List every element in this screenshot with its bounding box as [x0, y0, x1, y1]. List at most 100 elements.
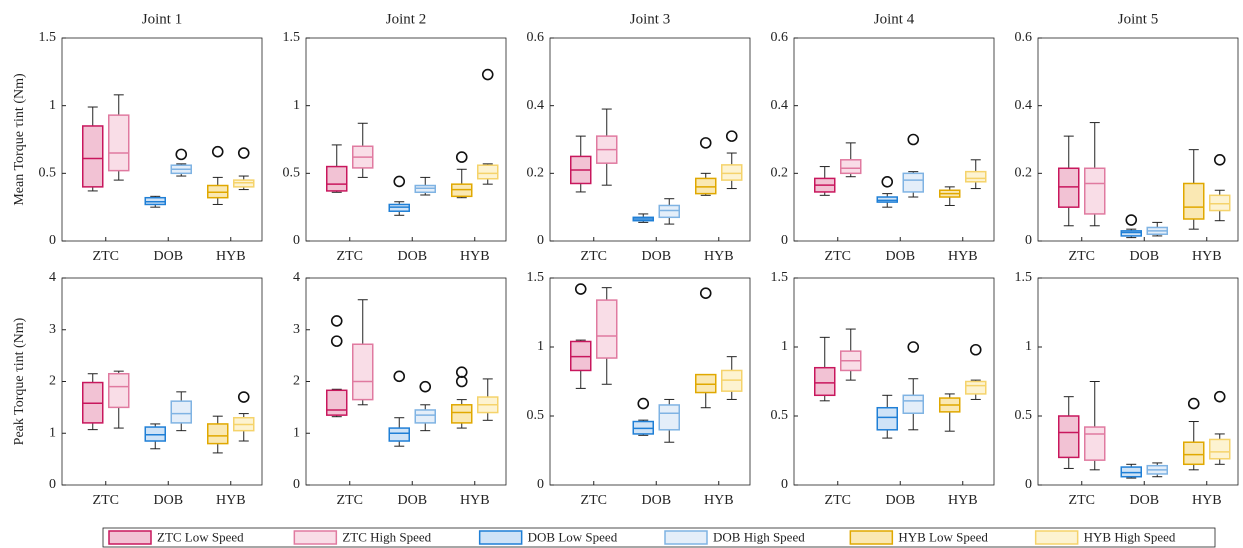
- x-tick-label: ZTC: [581, 249, 607, 264]
- axes-frame: [549, 277, 751, 486]
- outlier: [725, 130, 738, 142]
- panel-title: Joint 4: [874, 11, 915, 27]
- box: [876, 196, 898, 203]
- x-tick-label: HYB: [460, 493, 490, 508]
- y-tick-label: 0.4: [1015, 98, 1033, 113]
- x-tick-label: DOB: [885, 249, 915, 264]
- x-tick-label: DOB: [1129, 493, 1159, 508]
- legend-swatch: [849, 530, 894, 545]
- box: [326, 389, 348, 416]
- outlier: [393, 370, 406, 383]
- y-tick-label: 1: [49, 425, 56, 440]
- box: [695, 177, 717, 195]
- x-tick-label: HYB: [948, 249, 978, 264]
- x-tick-label: HYB: [1192, 249, 1222, 264]
- outlier: [175, 148, 188, 161]
- y-tick-label: 0.2: [527, 166, 545, 181]
- box: [965, 170, 987, 183]
- x-tick-label: ZTC: [825, 249, 851, 264]
- axes-frame: [61, 277, 263, 486]
- x-tick-label: HYB: [704, 493, 734, 508]
- box: [658, 204, 680, 219]
- outlier: [881, 175, 894, 188]
- y-tick-label: 1: [293, 425, 300, 440]
- y-tick-label: 0.5: [771, 408, 789, 423]
- axes-frame: [1037, 37, 1239, 242]
- box: [1183, 182, 1205, 220]
- axes-frame: [793, 277, 995, 486]
- panel-title: Joint 2: [386, 11, 426, 27]
- box: [965, 380, 987, 395]
- box: [1209, 194, 1231, 212]
- outlier: [637, 397, 650, 410]
- y-tick-label: 1.5: [1015, 270, 1033, 285]
- axes-frame: [793, 37, 995, 242]
- y-tick-label: 0.6: [771, 30, 789, 45]
- outlier: [1125, 214, 1138, 226]
- legend-label: DOB Low Speed: [528, 529, 618, 544]
- y-tick-label: 0.6: [527, 30, 545, 45]
- y-tick-label: 0: [293, 477, 300, 492]
- outlier: [481, 68, 494, 81]
- box: [170, 400, 192, 424]
- box: [1058, 415, 1080, 459]
- y-tick-label: 0.5: [1015, 408, 1033, 423]
- y-tick-label: 1: [1025, 339, 1032, 354]
- legend-swatch: [293, 530, 338, 545]
- y-tick-label: 0: [49, 233, 56, 248]
- box: [388, 427, 410, 442]
- axes-frame: [1037, 277, 1239, 486]
- y-tick-label: 0.4: [771, 98, 789, 113]
- legend-swatch: [478, 530, 523, 545]
- y-axis-label: Peak Torque τint (Nm): [12, 317, 27, 445]
- y-tick-label: 0.5: [39, 166, 57, 181]
- outlier: [455, 151, 468, 163]
- y-tick-label: 0.6: [1015, 30, 1033, 45]
- outlier: [455, 375, 468, 388]
- y-tick-label: 1: [49, 98, 56, 113]
- y-axis-label: Mean Torque τint (Nm): [12, 73, 27, 206]
- y-tick-label: 0: [1025, 233, 1032, 248]
- y-tick-label: 4: [293, 270, 300, 285]
- box: [1183, 441, 1205, 466]
- box: [477, 164, 499, 180]
- outlier: [574, 283, 587, 295]
- box: [1084, 167, 1106, 215]
- outlier: [699, 287, 712, 299]
- y-tick-label: 1.5: [527, 270, 545, 285]
- x-tick-label: ZTC: [1069, 249, 1095, 264]
- box: [1058, 167, 1080, 208]
- x-tick-label: ZTC: [337, 249, 363, 264]
- x-tick-label: HYB: [216, 249, 246, 264]
- y-tick-label: 0: [537, 477, 544, 492]
- y-tick-label: 1: [781, 339, 788, 354]
- outlier: [211, 145, 224, 158]
- x-tick-label: DOB: [885, 493, 915, 508]
- y-tick-label: 3: [49, 322, 56, 337]
- box: [596, 299, 618, 359]
- axes-frame: [549, 37, 751, 242]
- legend-swatch: [664, 530, 708, 545]
- x-tick-label: DOB: [641, 249, 671, 264]
- y-tick-label: 1.5: [39, 30, 57, 45]
- box: [326, 165, 348, 192]
- box: [1209, 438, 1231, 460]
- panel-title: Joint 3: [630, 11, 670, 27]
- legend-label: ZTC High Speed: [342, 529, 431, 544]
- y-tick-label: 3: [293, 322, 300, 337]
- y-tick-label: 1: [293, 98, 300, 113]
- outlier: [419, 380, 432, 393]
- box: [1084, 426, 1106, 461]
- box: [352, 343, 374, 401]
- outlier: [1213, 390, 1226, 403]
- panel-title: Joint 5: [1118, 11, 1158, 27]
- y-tick-label: 4: [49, 270, 56, 285]
- axes-frame: [61, 37, 263, 242]
- x-tick-label: DOB: [641, 493, 671, 508]
- x-tick-label: DOB: [153, 493, 183, 508]
- outlier: [330, 335, 343, 347]
- legend-label: ZTC Low Speed: [157, 529, 244, 544]
- box: [207, 423, 229, 445]
- axes-frame: [305, 37, 507, 242]
